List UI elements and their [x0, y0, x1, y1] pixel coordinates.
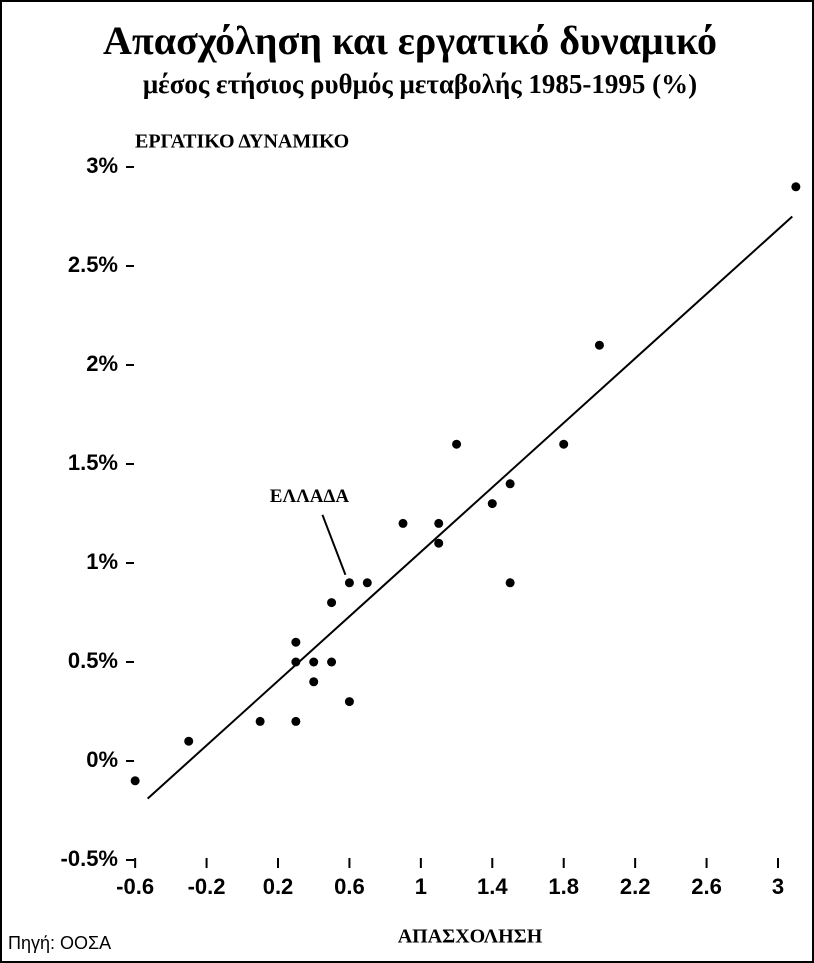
x-axis-label: ΑΠΑΣΧΟΛΗΣΗ: [398, 926, 543, 948]
point: [291, 657, 301, 667]
point: [327, 657, 337, 667]
annotation: ΕΛΛΑΔΑ: [270, 486, 350, 507]
point: [452, 439, 462, 449]
point: [344, 578, 354, 588]
annotation-arrow: [321, 514, 347, 576]
y-tick-label: 1%: [86, 549, 118, 574]
point: [594, 340, 604, 350]
point: [327, 598, 337, 608]
y-tick-label: 1.5%: [68, 450, 118, 475]
point: [362, 578, 372, 588]
y-tick-label: 3%: [86, 153, 118, 178]
x-tick-label: 2.6: [691, 874, 722, 899]
point: [309, 677, 319, 687]
chart-subtitle: μέσος ετήσιος ρυθμός μεταβολής 1985-1995…: [143, 69, 697, 99]
point: [344, 697, 354, 707]
point: [291, 637, 301, 647]
chart-title: Απασχόληση και εργατικό δυναμικό: [103, 18, 717, 63]
point: [434, 538, 444, 548]
x-tick-label: -0.6: [116, 874, 154, 899]
x-tick-label: 1: [415, 874, 427, 899]
point: [309, 657, 319, 667]
point: [130, 776, 140, 786]
x-tick-label: 1.8: [548, 874, 579, 899]
point: [505, 479, 515, 489]
point: [398, 518, 408, 528]
x-tick-label: 2.2: [620, 874, 651, 899]
x-tick-label: 0.2: [263, 874, 294, 899]
y-tick-label: 2%: [86, 351, 118, 376]
trend-line: [146, 215, 793, 800]
point: [791, 182, 801, 192]
y-tick-label: 0.5%: [68, 648, 118, 673]
point: [184, 736, 194, 746]
x-tick-label: 1.4: [477, 874, 508, 899]
y-tick-label: -0.5%: [61, 846, 118, 871]
point: [291, 716, 301, 726]
x-tick-label: 3: [772, 874, 784, 899]
point: [559, 439, 569, 449]
point: [505, 578, 515, 588]
y-axis-label: ΕΡΓΑΤΙΚΟ ΔΥΝΑΜΙΚΟ: [135, 131, 349, 153]
point: [434, 518, 444, 528]
x-tick-label: 0.6: [334, 874, 365, 899]
x-tick-label: -0.2: [188, 874, 226, 899]
y-tick-label: 0%: [86, 747, 118, 772]
source: Πηγή: ΟΟΣΑ: [8, 933, 111, 953]
point: [255, 716, 265, 726]
y-tick-label: 2.5%: [68, 252, 118, 277]
point: [487, 499, 497, 509]
